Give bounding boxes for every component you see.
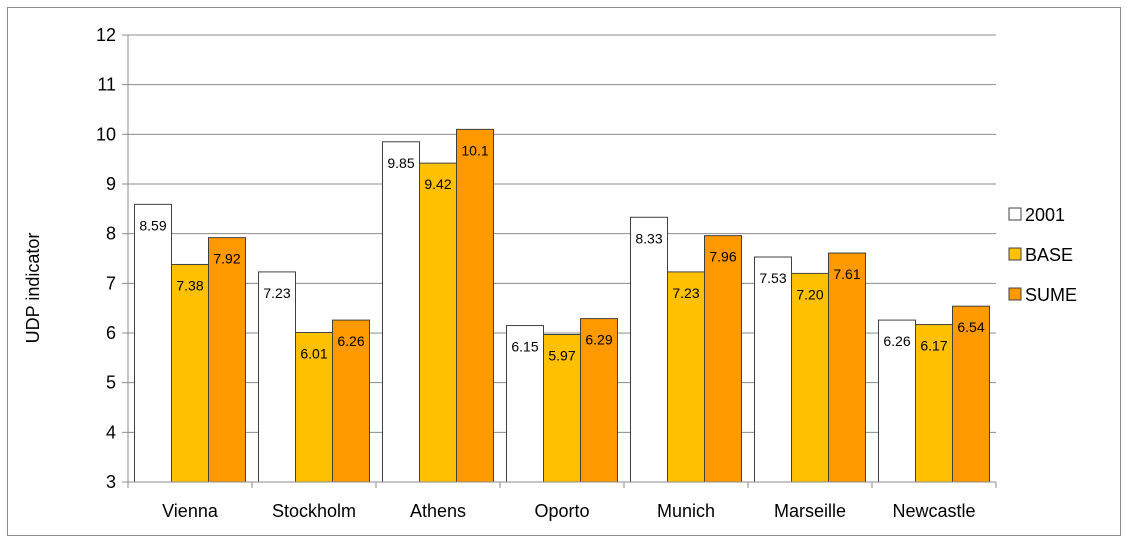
data-label: 10.1 xyxy=(461,142,488,158)
bar-sume-marseille xyxy=(828,252,866,483)
bar-sume-athens xyxy=(456,128,494,483)
bar-base-newcastle xyxy=(915,324,953,483)
legend: 2001 BASE SUME xyxy=(1008,205,1077,305)
axes: 3 4 5 6 7 8 9 10 11 12 Vienna Stockholm Athens Oporto… xyxy=(96,25,997,521)
category-label: Munich xyxy=(657,501,715,521)
legend-label: BASE xyxy=(1025,245,1073,265)
data-label: 9.85 xyxy=(387,155,414,171)
legend-swatch-sume xyxy=(1008,287,1022,301)
data-label: 6.29 xyxy=(585,332,612,348)
legend-swatch-2001 xyxy=(1008,207,1022,221)
bar-base-munich xyxy=(667,271,705,483)
bar-base-athens xyxy=(419,162,457,483)
data-label: 6.54 xyxy=(957,319,984,335)
legend-label: 2001 xyxy=(1025,205,1065,225)
y-tick-label: 11 xyxy=(97,75,116,95)
data-label: 6.15 xyxy=(511,339,538,355)
y-tick-label: 7 xyxy=(106,273,116,293)
data-label: 6.01 xyxy=(300,346,327,362)
data-label: 7.38 xyxy=(176,277,203,293)
data-label: 5.97 xyxy=(548,347,575,363)
legend-label: SUME xyxy=(1025,285,1077,305)
y-axis-title: UDP indicator xyxy=(23,233,43,344)
legend-swatch-base xyxy=(1008,247,1022,261)
data-label: 6.26 xyxy=(337,333,364,349)
data-label: 7.23 xyxy=(263,285,290,301)
bar-2001-vienna xyxy=(134,203,172,483)
data-labels: 8.59 7.38 7.92 7.23 6.01 6.26 9.85 9.42 10.1 6.15… xyxy=(139,142,984,363)
bar-2001-newcastle xyxy=(878,319,916,483)
y-tick-label: 12 xyxy=(96,25,116,45)
bar-2001-stockholm xyxy=(258,271,296,483)
y-tick-label: 10 xyxy=(96,124,116,144)
bar-sume-vienna xyxy=(208,237,246,483)
bars xyxy=(134,128,990,483)
chart-frame: 3 4 5 6 7 8 9 10 11 12 Vienna Stockholm Athens Oporto… xyxy=(7,7,1121,536)
data-label: 7.61 xyxy=(833,266,860,282)
data-label: 7.53 xyxy=(759,270,786,286)
bar-chart: 3 4 5 6 7 8 9 10 11 12 Vienna Stockholm Athens Oporto… xyxy=(23,25,1077,521)
y-tick-label: 5 xyxy=(106,373,116,393)
data-label: 7.96 xyxy=(709,249,736,265)
bar-2001-marseille xyxy=(754,256,792,483)
data-label: 7.23 xyxy=(672,285,699,301)
data-label: 6.17 xyxy=(920,338,947,354)
y-tick-label: 8 xyxy=(106,224,116,244)
y-tick-label: 4 xyxy=(106,422,116,442)
data-label: 8.33 xyxy=(635,230,662,246)
bar-sume-newcastle xyxy=(952,305,990,483)
y-tick-label: 6 xyxy=(106,323,116,343)
category-label: Stockholm xyxy=(272,501,356,521)
category-label: Oporto xyxy=(534,501,589,521)
bar-base-vienna xyxy=(171,263,209,483)
data-label: 8.59 xyxy=(139,217,166,233)
data-label: 6.26 xyxy=(883,333,910,349)
bar-2001-munich xyxy=(630,216,668,483)
category-label: Athens xyxy=(410,501,466,521)
category-label: Vienna xyxy=(162,501,219,521)
bar-sume-munich xyxy=(704,235,742,483)
category-label: Newcastle xyxy=(892,501,975,521)
data-label: 9.42 xyxy=(424,176,451,192)
category-label: Marseille xyxy=(774,501,846,521)
bar-2001-athens xyxy=(382,141,420,483)
y-tick-label: 3 xyxy=(106,472,116,492)
y-tick-label: 9 xyxy=(106,174,116,194)
data-label: 7.20 xyxy=(796,286,823,302)
bar-base-marseille xyxy=(791,272,829,483)
data-label: 7.92 xyxy=(213,251,240,267)
